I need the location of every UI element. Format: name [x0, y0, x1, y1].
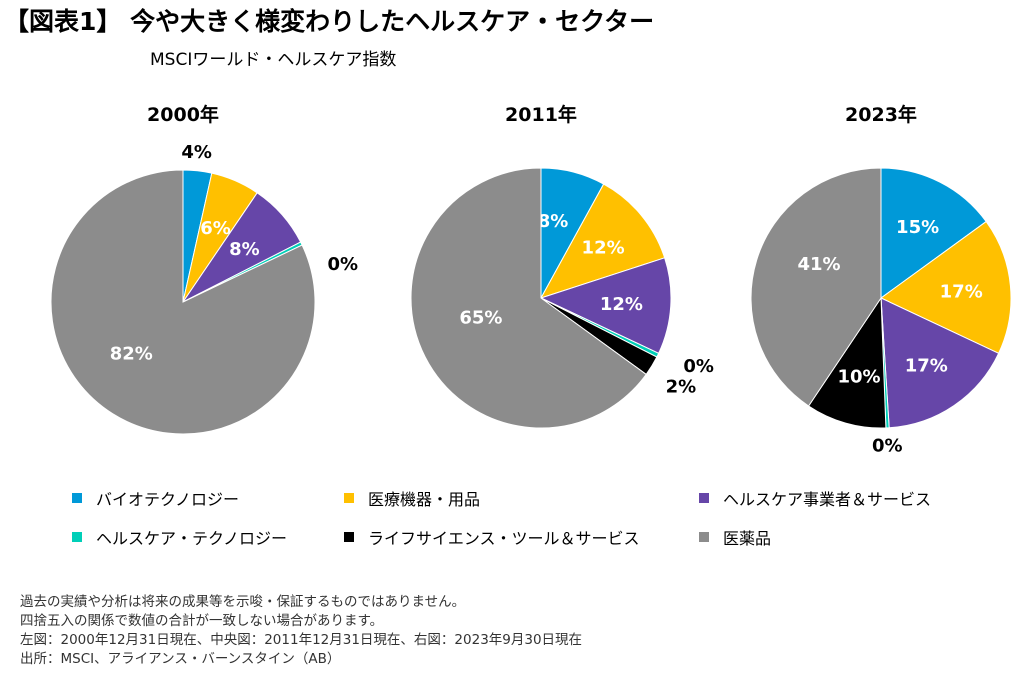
legend-item-biotech: バイオテクノロジー: [72, 486, 239, 510]
pie-label-2000-devices: 6%: [200, 218, 231, 239]
legend-item-hc-tech: ヘルスケア・テクノロジー: [72, 525, 287, 549]
legend-swatch-pharma: [699, 532, 709, 542]
pie-label-2000-hc-tech: 0%: [328, 254, 359, 275]
pie-charts: 2000年4%6%8%0%82%2011年8%12%12%0%2%65%2023…: [50, 103, 1012, 457]
pie-label-2023-pharma: 41%: [797, 254, 840, 275]
legend-item-life-sci: ライフサイエンス・ツール＆サービス: [344, 525, 640, 549]
pie-label-2011-hc-tech: 0%: [683, 356, 714, 377]
legend-label-providers: ヘルスケア事業者＆サービス: [723, 490, 932, 509]
legend-item-providers: ヘルスケア事業者＆サービス: [699, 486, 931, 510]
pie-label-2011-providers: 12%: [600, 294, 643, 315]
legend-label-life-sci: ライフサイエンス・ツール＆サービス: [368, 529, 640, 548]
legend-swatch-hc-tech: [72, 532, 82, 542]
chart-subtitle: MSCIワールド・ヘルスケア指数: [150, 50, 397, 70]
pie-label-2023-life-sci: 10%: [837, 367, 880, 388]
legend-label-devices: 医療機器・用品: [368, 490, 481, 509]
footnote-dates: 左図：2000年12月31日現在、中央図：2011年12月31日現在、右図：20…: [20, 632, 583, 648]
legend-swatch-providers: [699, 493, 709, 503]
legend-label-biotech: バイオテクノロジー: [96, 490, 240, 509]
legend-label-pharma: 医薬品: [723, 529, 772, 548]
legend-item-devices: 医療機器・用品: [344, 486, 480, 510]
footnotes: 過去の実績や分析は将来の成果等を示唆・保証するものではありません。 四捨五入の関…: [20, 593, 582, 669]
pie-title-2000: 2000年: [147, 103, 219, 126]
footnote-source: 出所：MSCI、アライアンス・バーンスタイン（AB）: [20, 651, 341, 667]
pie-slice-2023-pharma: [750, 167, 882, 407]
pie-slice-2011-devices: [539, 183, 666, 299]
pie-label-2000-pharma: 82%: [110, 343, 153, 364]
legend-swatch-life-sci: [344, 532, 354, 542]
pie-slice-2023-devices: [880, 220, 1012, 355]
pie-label-2023-hc-tech: 0%: [872, 436, 903, 457]
pie-title-2023: 2023年: [845, 103, 917, 126]
pie-slice-2000-pharma: [50, 169, 316, 435]
legend-swatch-biotech: [72, 493, 82, 503]
footnote-disclaimer: 過去の実績や分析は将来の成果等を示唆・保証するものではありません。: [20, 594, 466, 610]
legend-item-pharma: 医薬品: [699, 525, 771, 549]
pie-slice-2023-providers: [880, 297, 1000, 429]
pie-label-2023-devices: 17%: [940, 281, 983, 302]
pie-label-2023-providers: 17%: [905, 356, 948, 377]
pie-label-2000-providers: 8%: [229, 239, 260, 260]
footnote-rounding: 四捨五入の関係で数値の合計が一致しない場合があります。: [20, 613, 384, 629]
legend-label-hc-tech: ヘルスケア・テクノロジー: [96, 529, 288, 548]
pie-slice-2023-biotech: [880, 167, 987, 299]
pie-label-2000-biotech: 4%: [181, 142, 212, 163]
pie-label-2011-pharma: 65%: [459, 308, 502, 329]
pie-slice-2023-life-sci: [807, 296, 887, 429]
legend-swatch-devices: [344, 493, 354, 503]
pie-label-2011-life-sci: 2%: [666, 377, 697, 398]
pie-slice-2011-pharma: [410, 167, 647, 429]
pie-label-2023-biotech: 15%: [896, 217, 939, 238]
page-title: 【図表1】 今や大きく様変わりしたヘルスケア・セクター: [4, 7, 655, 36]
pie-label-2011-devices: 12%: [582, 238, 625, 259]
pie-title-2011: 2011年: [505, 103, 577, 126]
pie-label-2011-biotech: 8%: [538, 211, 569, 232]
pie-slice-2011-providers: [539, 257, 672, 355]
